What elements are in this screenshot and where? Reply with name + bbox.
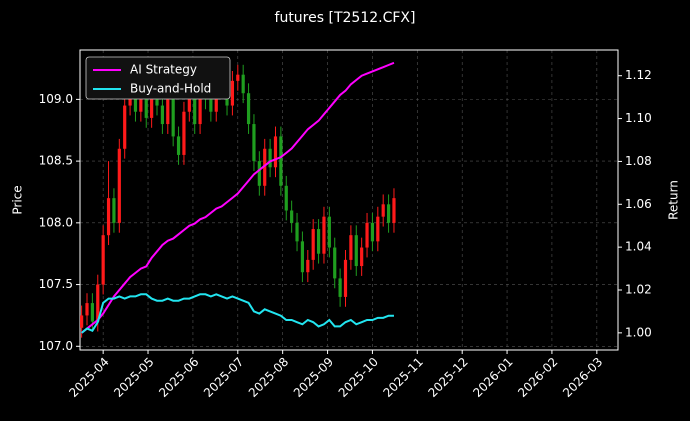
candle-body — [160, 105, 164, 125]
x-tick-label: 2025-05 — [111, 355, 156, 400]
candle-body — [268, 148, 272, 168]
legend-box — [85, 56, 231, 100]
legend-label: AI Strategy — [130, 63, 197, 77]
candle-body — [209, 99, 213, 112]
candle-body — [90, 303, 94, 322]
candle-body — [166, 99, 170, 125]
candle-body — [295, 222, 299, 242]
candle-body — [333, 247, 337, 279]
x-tick-label: 2026-01 — [470, 355, 515, 400]
candle-body — [182, 111, 186, 155]
candle-body — [327, 216, 331, 248]
y2-tick-label: 1.02 — [625, 283, 652, 297]
x-tick-label: 2025-06 — [156, 355, 201, 400]
x-tick-label: 2025-07 — [201, 355, 246, 400]
return-line — [80, 293, 394, 334]
candle-body — [85, 303, 89, 316]
y2-tick-label: 1.00 — [625, 325, 652, 339]
candle-body — [365, 222, 369, 248]
chart-title: futures [T2512.CFX] — [275, 10, 416, 26]
candle-body — [360, 247, 364, 267]
candle-body — [139, 99, 143, 112]
candle-body — [354, 235, 358, 267]
candle-body — [284, 185, 288, 211]
candle-body — [376, 216, 380, 242]
candle-body — [343, 259, 348, 297]
return-line — [80, 61, 395, 334]
candle-body — [96, 284, 100, 322]
legend-label: Buy-and-Hold — [130, 82, 211, 96]
y2-tick-label: 1.04 — [625, 240, 652, 254]
y-tick-label: 109.0 — [39, 92, 73, 106]
candle-body — [263, 148, 267, 186]
candle-body — [246, 93, 251, 125]
x-tick-label: 2025-09 — [291, 355, 336, 400]
candle-body — [101, 235, 105, 285]
candle-body — [198, 80, 202, 125]
candle-body — [370, 222, 375, 242]
candle-body — [187, 93, 191, 112]
plot-frame — [79, 49, 619, 351]
candle-body — [338, 278, 342, 297]
y2-axis-label: Return — [667, 180, 681, 220]
y-axis-label: Price — [11, 185, 25, 214]
x-tick-label: 2026-03 — [560, 355, 605, 400]
candle-body — [123, 105, 127, 149]
candle-body — [133, 93, 138, 112]
x-tick-label: 2025-11 — [381, 355, 426, 400]
y2-tick-label: 1.08 — [625, 154, 652, 168]
candle-body — [171, 99, 175, 137]
candle-body — [290, 210, 294, 223]
y-tick-label: 108.0 — [39, 215, 73, 229]
candle-body — [273, 136, 278, 168]
candle-body — [311, 229, 315, 260]
x-tick-label: 2025-04 — [66, 355, 111, 400]
candle-body — [176, 136, 181, 155]
candle-body — [144, 99, 148, 118]
candle-body — [241, 74, 245, 94]
candle-body — [236, 74, 240, 81]
y2-tick-label: 1.06 — [625, 197, 652, 211]
candle-body — [117, 148, 121, 223]
candle-body — [316, 229, 321, 254]
candle-body — [381, 204, 385, 217]
x-tick-label: 2026-02 — [515, 355, 560, 400]
candle-body — [392, 198, 396, 223]
y-tick-label: 107.0 — [39, 339, 73, 353]
candle-body — [257, 161, 261, 186]
candle-body — [230, 80, 235, 106]
y2-tick-label: 1.10 — [625, 111, 652, 125]
y-tick-label: 108.5 — [39, 154, 73, 168]
candle-body — [279, 136, 283, 186]
candle-body — [150, 87, 154, 118]
x-tick-label: 2025-08 — [246, 355, 291, 400]
candle-body — [349, 235, 353, 260]
candle-body — [106, 198, 111, 236]
candle-body — [252, 124, 256, 162]
candle-body — [80, 315, 84, 328]
candle-body — [300, 241, 305, 273]
y-tick-label: 107.5 — [39, 277, 73, 291]
candle-body — [386, 204, 391, 223]
x-tick-label: 2025-12 — [425, 355, 470, 400]
candle-body — [193, 93, 197, 125]
candle-body — [306, 259, 310, 273]
candle-body — [322, 216, 326, 254]
y2-tick-label: 1.12 — [625, 68, 652, 82]
candle-body — [112, 198, 116, 223]
x-tick-label: 2025-10 — [336, 355, 381, 400]
